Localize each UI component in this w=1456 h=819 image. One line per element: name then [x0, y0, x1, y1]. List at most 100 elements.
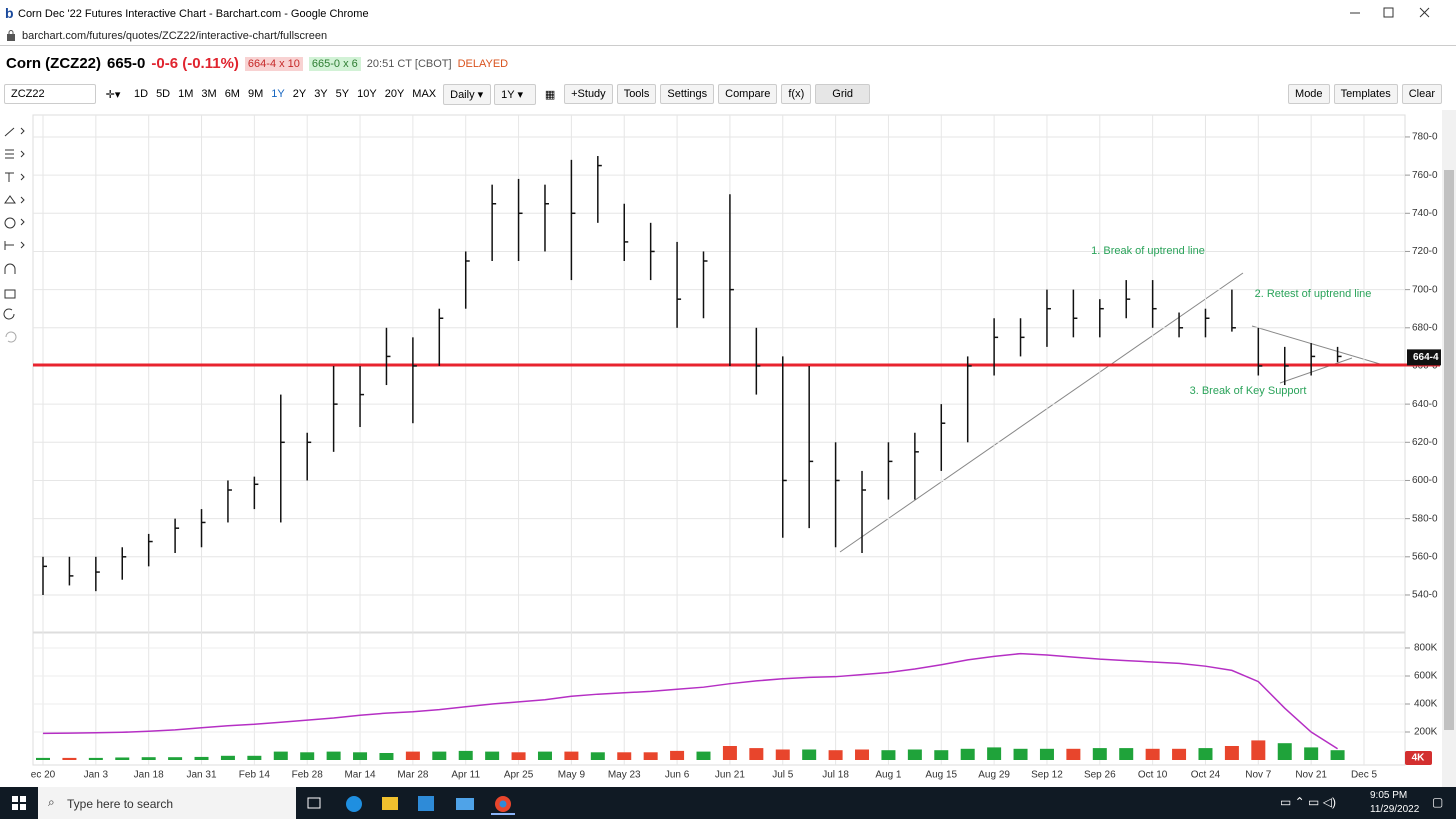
- taskbar: ⌕ Type here to search ▭ ⌃ ▭ ◁) 9:05 PM 1…: [0, 787, 1456, 819]
- y-tick-label: 700-0: [1412, 284, 1438, 295]
- period: 1Y: [501, 88, 515, 101]
- toolbar-button[interactable]: Tools: [616, 84, 657, 104]
- volume-bar: [485, 751, 500, 760]
- volume-bar: [220, 755, 235, 760]
- search-icon: ⌕: [48, 795, 55, 809]
- notifications[interactable]: ▢: [1432, 795, 1444, 809]
- y-tick-label: 740-0: [1412, 208, 1438, 219]
- calendar-icon[interactable]: ▦: [544, 88, 556, 101]
- app-icon: b: [5, 5, 14, 21]
- interval-select[interactable]: Daily ▾: [443, 83, 492, 105]
- range-button[interactable]: 1D: [134, 88, 149, 100]
- volume-bar: [802, 749, 817, 760]
- badge: 4K: [1412, 753, 1426, 764]
- volume-bar: [458, 750, 473, 760]
- volume-bar: [379, 752, 394, 760]
- chart: ec 20 Jan 3 Jan 18 Jan 31 Feb 14 Feb 28 Mar 14…: [3, 110, 1456, 787]
- uptrend-line[interactable]: [839, 272, 1244, 553]
- x-tick-label: Sep 12: [1031, 770, 1063, 781]
- x-tick-label: Oct 24: [1191, 770, 1221, 781]
- range-button[interactable]: MAX: [412, 88, 437, 100]
- toolbar-button[interactable]: f(x): [781, 84, 812, 104]
- x-tick-label: ec 20: [31, 770, 56, 781]
- window-controls[interactable]: [1340, 5, 1450, 21]
- start-button[interactable]: [12, 796, 26, 810]
- toolbar-button[interactable]: Grid: [815, 84, 871, 104]
- x-tick-label: Dec 5: [1351, 770, 1378, 781]
- toolbar: ZCZ22 ✛▾ 1D 5D 1M 3M 6M 9M 1Y 2Y 3Y 5Y 10Y 20Y MAX D…: [4, 83, 871, 105]
- triangle-upper[interactable]: [1251, 325, 1381, 365]
- annotation: 2. Retest of uptrend line: [1255, 288, 1372, 300]
- toolbar-button[interactable]: Templates: [1333, 84, 1398, 104]
- range-button[interactable]: 3Y: [314, 88, 328, 100]
- range-group: 1D 5D 1M 3M 6M 9M 1Y 2Y 3Y 5Y 10Y 20Y MAX: [130, 85, 440, 103]
- last-price: 665-0: [107, 55, 146, 72]
- button-group: +Study Tools Settings Compare f(x) Grid: [564, 84, 871, 104]
- badge-bg: [1405, 751, 1432, 765]
- volume-bar: [960, 748, 975, 760]
- volume-bar: [1039, 748, 1054, 760]
- x-tick-label: May 9: [558, 770, 586, 781]
- url: barchart.com/futures/quotes/ZCZ22/intera…: [22, 30, 328, 42]
- toolbar-button[interactable]: Mode: [1288, 84, 1330, 104]
- x-tick-label: Feb 28: [292, 770, 324, 781]
- clock-time: 9:05 PM: [1370, 790, 1408, 801]
- y-tick-label: 720-0: [1412, 246, 1438, 257]
- bid: 664-4 x 10: [244, 56, 303, 71]
- x-tick-label: Sep 26: [1084, 770, 1116, 781]
- volume-bar: [300, 752, 315, 760]
- volume-bar: [247, 755, 262, 760]
- range-button[interactable]: 20Y: [384, 88, 405, 100]
- toolbar-button[interactable]: Compare: [718, 84, 778, 104]
- y-tick-label: 800K: [1414, 643, 1438, 654]
- taskbar-apps[interactable]: [305, 793, 525, 815]
- volume-bar: [194, 756, 209, 760]
- drawing-tools[interactable]: [3, 127, 25, 343]
- volume-bar: [1145, 748, 1160, 760]
- x-tick-label: Jun 6: [665, 770, 690, 781]
- volume-bar: [353, 752, 368, 760]
- x-tick-label: Jul 18: [822, 770, 849, 781]
- search-placeholder: Type here to search: [67, 797, 174, 811]
- y-tick-label: 200K: [1414, 727, 1438, 738]
- toolbar-button[interactable]: Settings: [660, 84, 715, 104]
- toolbar-button[interactable]: +Study: [564, 84, 613, 104]
- period-select[interactable]: 1Y ▾: [494, 83, 537, 105]
- volume-bar: [1224, 745, 1239, 760]
- search-box[interactable]: ⌕ Type here to search: [38, 787, 296, 819]
- volume-bar: [1277, 743, 1292, 760]
- crosshair-tool[interactable]: ✛▾: [105, 88, 121, 101]
- range-button[interactable]: 2Y: [292, 88, 307, 100]
- range-button[interactable]: 5D: [156, 88, 171, 100]
- range-button[interactable]: 10Y: [357, 88, 377, 100]
- clock-date: 11/29/2022: [1370, 804, 1420, 815]
- x-tick-label: Nov 21: [1295, 770, 1327, 781]
- y-tick-label: 760-0: [1412, 170, 1438, 181]
- volume-bar: [1119, 748, 1134, 760]
- tray-icons[interactable]: ▭ ⌃ ▭ ◁): [1280, 795, 1336, 809]
- x-tick-label: Jul 5: [772, 770, 794, 781]
- volume-bar: [1172, 748, 1187, 760]
- symbol-search[interactable]: ZCZ22: [4, 84, 96, 104]
- volume-bar: [617, 752, 632, 760]
- toolbar-button[interactable]: Clear: [1401, 84, 1442, 104]
- volume-bar: [828, 750, 843, 760]
- x-tick-label: Jan 31: [187, 770, 217, 781]
- delayed-status: DELAYED: [457, 57, 509, 70]
- range-button[interactable]: 6M: [224, 88, 240, 100]
- range-button[interactable]: 9M: [247, 88, 264, 100]
- range-button[interactable]: 5Y: [335, 88, 350, 100]
- volume-bar: [168, 757, 183, 760]
- x-tick-label: Nov 7: [1245, 770, 1272, 781]
- y-tick-label: 600K: [1414, 671, 1438, 682]
- volume-bar: [326, 751, 341, 760]
- y-tick-label: 580-0: [1412, 513, 1438, 524]
- x-tick-label: Apr 11: [451, 770, 480, 781]
- range-button[interactable]: 1Y: [271, 88, 285, 100]
- range-button[interactable]: 3M: [201, 88, 217, 100]
- address-bar[interactable]: barchart.com/futures/quotes/ZCZ22/intera…: [0, 27, 1456, 46]
- range-button[interactable]: 1M: [178, 88, 194, 100]
- scroll-thumb[interactable]: [1444, 170, 1454, 730]
- symbol: Corn (ZCZ22): [6, 55, 101, 72]
- triangle-lower[interactable]: [1279, 357, 1353, 384]
